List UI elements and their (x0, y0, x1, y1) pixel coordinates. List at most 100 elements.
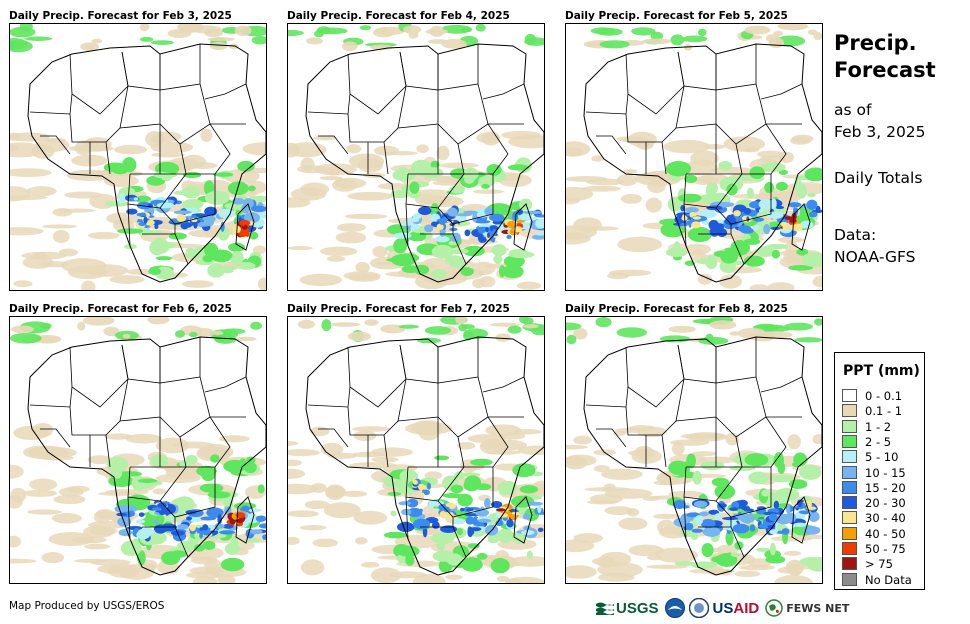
legend-item: 2 - 5 (842, 434, 891, 449)
country-border (159, 337, 201, 384)
country-border (437, 174, 494, 225)
legend-item: 10 - 15 (842, 465, 906, 480)
precip-map (9, 316, 267, 584)
country-border (204, 376, 247, 393)
madagascar-outline (513, 496, 533, 544)
country-border (437, 44, 479, 91)
legend-item: 15 - 20 (842, 480, 906, 495)
country-border (477, 376, 524, 418)
country-border (105, 434, 111, 468)
madagascar-outline (235, 203, 255, 251)
country-border (437, 337, 479, 384)
legend-label: 5 - 10 (865, 450, 899, 465)
legend-swatch (842, 389, 857, 402)
africa-map (288, 24, 544, 290)
coastline (27, 43, 266, 283)
country-border (40, 428, 71, 448)
country-border (755, 376, 802, 418)
country-border (318, 135, 349, 155)
country-border (29, 93, 73, 115)
legend-swatch (842, 419, 857, 433)
country-border (683, 173, 743, 209)
usgs-logo: USGS (596, 600, 659, 617)
precip-map (287, 23, 545, 291)
country-border (482, 83, 525, 100)
legend-item: 0 - 0.1 (842, 389, 902, 403)
country-border (405, 496, 409, 540)
country-border (585, 386, 629, 408)
legend-item: 20 - 30 (842, 496, 906, 510)
precip-map (565, 316, 823, 584)
legend-label: No Data (865, 572, 912, 587)
legend-swatch (842, 450, 857, 464)
country-border (596, 428, 627, 448)
precip-field (288, 317, 544, 583)
usgs-wordmark: USGS (616, 599, 659, 617)
precip-map (287, 316, 545, 584)
country-border (755, 83, 802, 125)
coastline (305, 43, 544, 283)
precip-map (9, 23, 267, 291)
legend-label: 30 - 40 (865, 511, 906, 526)
country-border (683, 496, 687, 540)
africa-map (566, 317, 822, 583)
country-border (40, 135, 71, 155)
panel-title: Daily Precip. Forecast for Feb 3, 2025 (9, 10, 232, 22)
country-border (683, 203, 687, 247)
country-border (29, 386, 73, 408)
legend-label: 50 - 75 (865, 542, 906, 556)
legend-swatch (842, 557, 857, 571)
country-border (69, 344, 129, 408)
country-border (383, 434, 389, 468)
country-border (405, 173, 465, 209)
country-border (383, 141, 389, 175)
country-border (661, 434, 667, 468)
country-border (159, 174, 216, 225)
legend-label: > 75 (865, 557, 893, 572)
country-border (596, 135, 627, 155)
globe-icon (765, 599, 783, 617)
commerce-seal-icon (688, 598, 709, 618)
legend-label: 0 - 0.1 (865, 389, 903, 403)
precip-map (565, 23, 823, 291)
country-border (399, 51, 439, 91)
country-border (159, 416, 211, 438)
country-border (677, 344, 717, 384)
country-border (307, 93, 351, 115)
africa-map (10, 24, 266, 290)
main-title: Precip. Forecast (834, 30, 964, 84)
panel-title: Daily Precip. Forecast for Feb 5, 2025 (565, 10, 788, 22)
country-border (482, 376, 525, 393)
legend-swatch (842, 465, 857, 479)
legend-swatch (842, 511, 857, 525)
country-border (121, 344, 161, 384)
country-border (715, 44, 757, 91)
country-border (69, 51, 129, 115)
coastline (27, 336, 266, 576)
country-border (204, 83, 247, 100)
panel-title: Daily Precip. Forecast for Feb 8, 2025 (565, 303, 788, 315)
usaid-logo: USAID (713, 600, 760, 617)
country-border (199, 83, 246, 125)
country-border (760, 376, 803, 393)
legend-item: 0.1 - 1 (842, 404, 902, 418)
as-of-date: Feb 3, 2025 (834, 123, 926, 141)
info-block: Precip. Forecast as of Feb 3, 2025 Daily… (834, 30, 964, 268)
country-border (715, 416, 767, 438)
usgs-wave-icon (596, 602, 614, 615)
coastline (583, 43, 822, 283)
africa-map (566, 24, 822, 290)
main-title-line-2: Forecast (834, 58, 936, 82)
legend-item: 5 - 10 (842, 450, 898, 464)
panel-title: Daily Precip. Forecast for Feb 4, 2025 (287, 10, 510, 22)
country-border (399, 344, 439, 384)
country-border (347, 344, 407, 408)
main-title-line-1: Precip. (834, 31, 917, 55)
country-border (121, 51, 161, 91)
legend-swatch (842, 572, 857, 586)
legend-label: 15 - 20 (865, 480, 906, 495)
noaa-seal-icon (664, 598, 685, 618)
legend-item: 30 - 40 (842, 511, 906, 525)
totals-label: Daily Totals (834, 169, 923, 187)
